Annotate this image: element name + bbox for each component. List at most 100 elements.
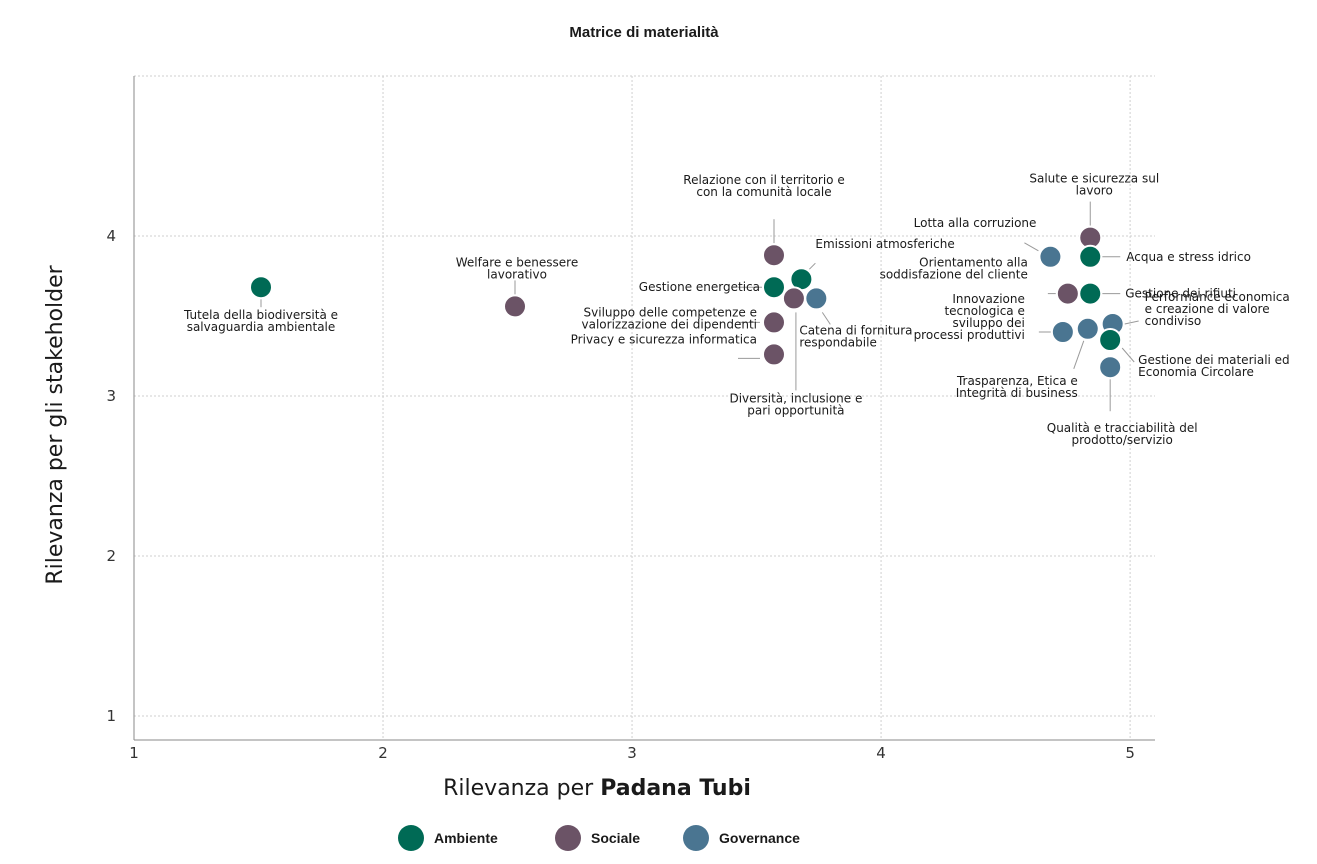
data-label-line: Innovazione xyxy=(952,292,1025,306)
label-leader-line xyxy=(821,312,831,325)
data-point-sociale xyxy=(503,294,528,319)
data-label-line: respondabile xyxy=(799,335,877,349)
data-label: Tutela della biodiversità e salvaguardia … xyxy=(183,308,338,334)
data-label: Gestione dei materiali ed Economia Circol… xyxy=(1138,353,1290,379)
data-label-line: Gestione dei materiali ed xyxy=(1138,353,1290,367)
data-label-line: condiviso xyxy=(1145,314,1202,328)
data-point-governance xyxy=(1075,316,1100,341)
data-label-line: Salute e sicurezza sul xyxy=(1029,172,1159,186)
legend-label-ambiente: Ambiente xyxy=(434,830,498,846)
data-point-governance xyxy=(1098,355,1123,380)
data-label: Trasparenza, Etica e Integrità di busines… xyxy=(956,374,1078,400)
data-label-line: Emissioni atmosferiche xyxy=(815,237,954,251)
label-leader-line xyxy=(809,262,816,270)
data-label: Innovazione tecnologica e sviluppo dei proc… xyxy=(914,292,1025,342)
data-label-line: Welfare e benessere xyxy=(456,255,578,269)
data-label-line: lavoro xyxy=(1076,184,1113,198)
x-tick-label: 5 xyxy=(1125,744,1135,762)
data-label-line: Economia Circolare xyxy=(1138,365,1254,379)
data-label: Acqua e stress idrico xyxy=(1126,250,1251,264)
data-label: Qualità e tracciabilità del prodotto/serv… xyxy=(1047,421,1198,447)
axis-ticks: 1 2 3 4 5 1 2 3 4 xyxy=(106,227,1134,762)
data-point-governance xyxy=(1038,244,1063,269)
gridlines xyxy=(134,75,1155,740)
data-label-line: Tutela della biodiversità e xyxy=(183,308,338,322)
data-label-line: Gestione energetica xyxy=(639,280,760,294)
data-label: Orientamento alla soddisfazione del clien… xyxy=(880,256,1028,282)
data-point-sociale xyxy=(761,342,786,367)
legend-label-sociale: Sociale xyxy=(591,830,640,846)
data-label-line: salvaguardia ambientale xyxy=(187,320,336,334)
data-label: Lotta alla corruzione xyxy=(914,216,1037,230)
x-axis-title-company: Padana Tubi xyxy=(600,776,751,801)
data-label-line: tecnologica e xyxy=(944,304,1024,318)
data-label-line: e creazione di valore xyxy=(1145,302,1270,316)
data-label-line: pari opportunità xyxy=(747,403,844,417)
label-leader-line xyxy=(1024,242,1039,252)
y-tick-label: 4 xyxy=(106,227,116,245)
data-point-governance xyxy=(1050,320,1075,344)
data-label: Privacy e sicurezza informatica xyxy=(571,332,757,346)
legend-marker-sociale xyxy=(555,825,581,851)
data-label-line: Performance economica xyxy=(1145,290,1290,304)
data-label-line: Gestione dei rifiuti xyxy=(1125,287,1236,301)
data-point-ambiente xyxy=(761,275,786,300)
x-tick-label: 2 xyxy=(378,744,388,762)
data-label: Salute e sicurezza sul lavoro xyxy=(1029,172,1159,198)
data-label: Performance economica e creazione di valo… xyxy=(1145,290,1290,328)
data-label-line: Integrità di business xyxy=(956,386,1078,400)
data-label-line: valorizzazione dei dipendenti xyxy=(582,317,757,331)
data-point-sociale xyxy=(761,310,786,335)
label-leader-line xyxy=(1121,347,1135,363)
data-label-line: Diversità, inclusione e xyxy=(729,391,862,405)
data-label: Sviluppo delle competenze e valorizzazion… xyxy=(582,305,757,331)
data-point-sociale xyxy=(761,243,786,268)
x-tick-label: 4 xyxy=(876,744,886,762)
data-point-ambiente xyxy=(1098,328,1123,352)
data-label: Gestione energetica xyxy=(639,280,760,294)
data-label-line: processi produttivi xyxy=(914,328,1025,342)
data-label-line: Relazione con il territorio e xyxy=(683,173,844,187)
legend-label-governance: Governance xyxy=(719,830,800,846)
data-point-sociale xyxy=(781,286,806,311)
label-leader-line xyxy=(1073,340,1085,369)
data-label-line: Orientamento alla xyxy=(919,256,1028,270)
x-tick-label: 3 xyxy=(627,744,637,762)
chart-title: Matrice di materialità xyxy=(569,24,719,41)
data-label-line: lavorativo xyxy=(487,267,547,281)
y-axis-title: Rilevanza per gli stakeholder xyxy=(43,264,68,584)
data-label-line: Catena di fornitura xyxy=(799,323,912,337)
data-label-line: Lotta alla corruzione xyxy=(914,216,1037,230)
data-label-line: sviluppo dei xyxy=(953,316,1025,330)
data-label-line: con la comunità locale xyxy=(696,185,831,199)
x-axis-title: Rilevanza per Padana Tubi xyxy=(443,776,751,801)
data-label: Welfare e benessere lavorativo xyxy=(456,255,578,281)
data-label: Catena di fornitura respondabile xyxy=(799,323,912,349)
data-point-ambiente xyxy=(1078,244,1103,269)
y-tick-label: 2 xyxy=(106,547,116,565)
data-point-governance xyxy=(804,286,829,311)
y-tick-label: 3 xyxy=(106,387,116,405)
data-label-line: Privacy e sicurezza informatica xyxy=(571,332,757,346)
data-label: Diversità, inclusione e pari opportunità xyxy=(729,391,862,417)
data-points xyxy=(249,225,1125,380)
x-tick-label: 1 xyxy=(129,744,139,762)
legend: Ambiente Sociale Governance xyxy=(398,825,800,851)
label-leaders xyxy=(260,201,1139,412)
data-point-sociale xyxy=(1055,281,1080,306)
label-leader-line xyxy=(1124,320,1139,325)
data-label: Gestione dei rifiuti xyxy=(1125,287,1236,301)
data-label: Relazione con il territorio e con la comu… xyxy=(683,173,844,199)
x-axis-title-prefix: Rilevanza per xyxy=(443,776,600,801)
data-label-line: soddisfazione del cliente xyxy=(880,268,1028,282)
y-tick-label: 1 xyxy=(106,707,116,725)
data-label-line: prodotto/servizio xyxy=(1071,433,1172,447)
legend-marker-governance xyxy=(683,825,709,851)
data-label-line: Trasparenza, Etica e xyxy=(956,374,1078,388)
data-point-ambiente xyxy=(1078,281,1103,306)
point-labels: Tutela della biodiversità e salvaguardia … xyxy=(183,172,1290,448)
data-point-ambiente xyxy=(249,275,274,300)
legend-marker-ambiente xyxy=(398,825,424,851)
data-label: Emissioni atmosferiche xyxy=(815,237,954,251)
